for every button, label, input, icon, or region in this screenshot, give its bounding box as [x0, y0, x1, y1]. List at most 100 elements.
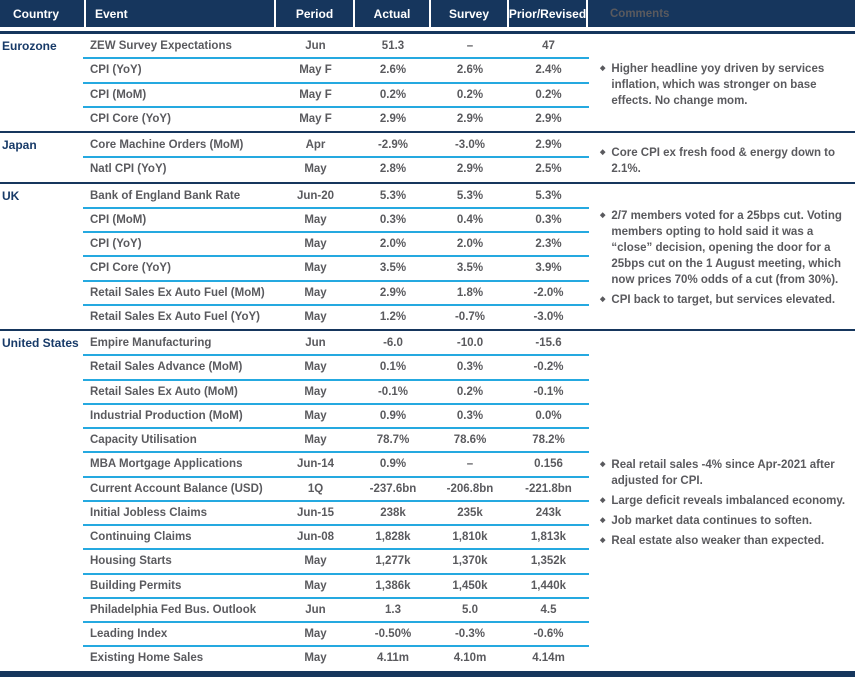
- header-cell-comments: Comments: [610, 7, 670, 20]
- comment-text: Core CPI ex fresh food & energy down to …: [611, 147, 836, 175]
- period-value: May F: [299, 64, 332, 77]
- survey-value: 1,370k: [452, 555, 488, 568]
- section-rows: UK Bank of England Bank Rate Jun-20 5.3%…: [0, 184, 855, 330]
- row-separator-line: [83, 427, 589, 429]
- actual-value: 3.5%: [379, 262, 407, 275]
- actual-value: 1.3: [385, 603, 401, 616]
- row-separator-line: [83, 645, 589, 648]
- actual-value: -0.50%: [374, 628, 412, 641]
- comment-item: ◆ Real retail sales -4% since Apr-2021 a…: [600, 457, 854, 489]
- country-label: [0, 281, 86, 305]
- country-section-1: Japan Core Machine Orders (MoM) Apr -2.9…: [0, 133, 855, 184]
- prior-revised-value: 0.0%: [535, 409, 562, 422]
- prior-revised-value: 2.3%: [535, 238, 562, 251]
- row-separator-line: [83, 206, 589, 209]
- prior-revised-value: 1,440k: [530, 579, 567, 592]
- section-comments: ◆ Core CPI ex fresh food & energy down t…: [600, 145, 854, 181]
- header-cell-period: Period: [276, 0, 355, 27]
- survey-value: 2.0%: [456, 238, 484, 251]
- table-row: Leading Index May -0.50% -0.3% -0.6%: [0, 622, 855, 648]
- period-value: Jun-08: [296, 531, 335, 544]
- prior-revised-value: -0.1%: [533, 385, 564, 398]
- country-label: [0, 549, 86, 573]
- table-row: Continuing Claims Jun-08 1,828k 1,810k 1…: [0, 525, 855, 551]
- bullet-diamond-icon: ◆: [600, 537, 606, 544]
- bullet-diamond-icon: ◆: [600, 295, 606, 303]
- section-comments: ◆ Real retail sales -4% since Apr-2021 a…: [600, 457, 854, 553]
- survey-value: 2.6%: [456, 64, 484, 77]
- period-value: May: [304, 262, 327, 275]
- comment-text: Real retail sales -4% since Apr-2021 aft…: [611, 459, 835, 487]
- header-divider-line: [0, 31, 855, 34]
- actual-value: 2.0%: [379, 238, 407, 251]
- prior-revised-value: 2.5%: [535, 163, 562, 176]
- country-label: [0, 501, 86, 525]
- period-value: Apr: [305, 139, 326, 152]
- survey-value: -206.8bn: [446, 482, 494, 495]
- survey-value: 235k: [457, 506, 483, 519]
- event-label: Retail Sales Ex Auto Fuel (MoM): [90, 286, 265, 299]
- survey-value: 0.2%: [456, 385, 484, 398]
- event-label: Building Permits: [90, 579, 182, 592]
- prior-revised-value: 243k: [535, 506, 562, 519]
- comment-text: Job market data continues to soften.: [611, 515, 813, 527]
- country-label: [0, 208, 86, 232]
- comment-item: ◆ Job market data continues to soften.: [600, 513, 854, 529]
- event-label: Retail Sales Ex Auto (MoM): [90, 385, 238, 398]
- row-separator-line: [83, 81, 589, 84]
- header-gap: [0, 27, 855, 31]
- section-rows: Japan Core Machine Orders (MoM) Apr -2.9…: [0, 133, 855, 182]
- period-value: May: [304, 213, 327, 226]
- event-label: CPI (MoM): [90, 88, 147, 101]
- prior-revised-value: 5.3%: [535, 189, 562, 202]
- table-row: Retail Sales Ex Auto Fuel (MoM) May 2.9%…: [0, 281, 855, 306]
- row-separator-line: [83, 596, 589, 599]
- bullet-diamond-icon: ◆: [600, 211, 606, 219]
- actual-value: -6.0: [383, 337, 403, 350]
- event-label: Current Account Balance (USD): [90, 482, 263, 495]
- actual-value: -237.6bn: [369, 482, 417, 495]
- prior-revised-value: -2.0%: [533, 286, 564, 299]
- period-value: May: [304, 286, 327, 299]
- prior-revised-value: 2.4%: [535, 64, 562, 77]
- prior-revised-value: 78.2%: [532, 434, 565, 447]
- prior-revised-value: 2.9%: [535, 139, 562, 152]
- event-label: CPI (YoY): [90, 64, 142, 77]
- survey-value: -0.3%: [454, 628, 486, 641]
- country-label: [0, 355, 86, 379]
- country-label: [0, 646, 86, 670]
- row-separator-line: [83, 572, 589, 575]
- country-label: [0, 157, 86, 181]
- row-separator-line: [83, 105, 589, 108]
- bullet-diamond-icon: ◆: [600, 65, 606, 72]
- event-label: CPI Core (YoY): [90, 262, 171, 275]
- table-row: Eurozone ZEW Survey Expectations Jun 51.…: [0, 34, 855, 60]
- period-value: May: [304, 555, 327, 568]
- table-row: CPI (MoM) May 0.3% 0.4% 0.3%: [0, 208, 855, 233]
- table-row: Current Account Balance (USD) 1Q -237.6b…: [0, 477, 855, 502]
- row-separator-line: [83, 231, 589, 233]
- row-separator-line: [83, 279, 589, 282]
- survey-value: 5.0: [462, 603, 478, 616]
- period-value: May: [304, 385, 327, 398]
- table-row: Philadelphia Fed Bus. Outlook Jun 1.3 5.…: [0, 598, 855, 623]
- event-label: Empire Manufacturing: [90, 337, 212, 350]
- survey-value: 1.8%: [456, 286, 484, 299]
- period-value: May: [304, 238, 327, 251]
- prior-revised-value: 1,813k: [530, 531, 567, 544]
- event-label: Industrial Production (MoM): [90, 409, 243, 422]
- survey-value: 3.5%: [456, 262, 484, 275]
- prior-revised-value: 4.5: [540, 603, 557, 616]
- country-label: [0, 107, 86, 131]
- actual-value: 0.2%: [379, 88, 407, 101]
- event-label: MBA Mortgage Applications: [90, 458, 243, 471]
- row-separator-line: [83, 156, 589, 159]
- event-label: Philadelphia Fed Bus. Outlook: [90, 603, 257, 616]
- actual-value: 51.3: [381, 40, 405, 53]
- survey-value: 0.4%: [456, 213, 484, 226]
- prior-revised-value: -0.2%: [533, 361, 564, 374]
- survey-value: 2.9%: [456, 112, 484, 125]
- period-value: Jun-20: [296, 189, 335, 202]
- country-section-2: UK Bank of England Bank Rate Jun-20 5.3%…: [0, 184, 855, 331]
- row-separator-line: [83, 621, 589, 623]
